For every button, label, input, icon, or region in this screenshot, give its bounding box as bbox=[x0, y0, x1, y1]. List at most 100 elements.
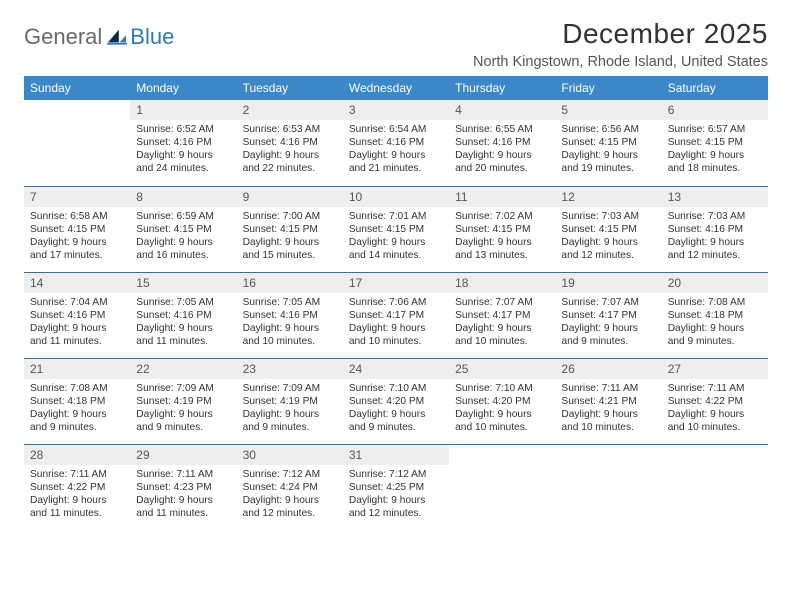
daylight-text: Daylight: 9 hours and 10 minutes. bbox=[243, 322, 337, 348]
sunset-text: Sunset: 4:15 PM bbox=[30, 223, 124, 236]
daylight-text: Daylight: 9 hours and 9 minutes. bbox=[243, 408, 337, 434]
day-details: Sunrise: 6:54 AMSunset: 4:16 PMDaylight:… bbox=[343, 120, 449, 179]
day-number: 25 bbox=[449, 359, 555, 379]
daylight-text: Daylight: 9 hours and 12 minutes. bbox=[349, 494, 443, 520]
calendar-day: 3Sunrise: 6:54 AMSunset: 4:16 PMDaylight… bbox=[343, 100, 449, 186]
calendar-day: . bbox=[662, 444, 768, 530]
calendar-day: 5Sunrise: 6:56 AMSunset: 4:15 PMDaylight… bbox=[555, 100, 661, 186]
calendar-day: 11Sunrise: 7:02 AMSunset: 4:15 PMDayligh… bbox=[449, 186, 555, 272]
daylight-text: Daylight: 9 hours and 12 minutes. bbox=[243, 494, 337, 520]
daylight-text: Daylight: 9 hours and 12 minutes. bbox=[561, 236, 655, 262]
calendar-day: 12Sunrise: 7:03 AMSunset: 4:15 PMDayligh… bbox=[555, 186, 661, 272]
day-number: 31 bbox=[343, 445, 449, 465]
calendar-day: 27Sunrise: 7:11 AMSunset: 4:22 PMDayligh… bbox=[662, 358, 768, 444]
daylight-text: Daylight: 9 hours and 14 minutes. bbox=[349, 236, 443, 262]
calendar-day: 26Sunrise: 7:11 AMSunset: 4:21 PMDayligh… bbox=[555, 358, 661, 444]
day-number: 13 bbox=[662, 187, 768, 207]
daylight-text: Daylight: 9 hours and 9 minutes. bbox=[561, 322, 655, 348]
brand-logo: General Blue bbox=[24, 18, 174, 50]
sunrise-text: Sunrise: 7:10 AM bbox=[349, 382, 443, 395]
day-details: Sunrise: 7:07 AMSunset: 4:17 PMDaylight:… bbox=[449, 293, 555, 352]
calendar-day: 18Sunrise: 7:07 AMSunset: 4:17 PMDayligh… bbox=[449, 272, 555, 358]
daylight-text: Daylight: 9 hours and 10 minutes. bbox=[668, 408, 762, 434]
sunset-text: Sunset: 4:16 PM bbox=[349, 136, 443, 149]
sunrise-text: Sunrise: 7:04 AM bbox=[30, 296, 124, 309]
calendar-day: 1Sunrise: 6:52 AMSunset: 4:16 PMDaylight… bbox=[130, 100, 236, 186]
daylight-text: Daylight: 9 hours and 15 minutes. bbox=[243, 236, 337, 262]
sunset-text: Sunset: 4:15 PM bbox=[349, 223, 443, 236]
calendar-week: 28Sunrise: 7:11 AMSunset: 4:22 PMDayligh… bbox=[24, 444, 768, 530]
day-details: Sunrise: 7:09 AMSunset: 4:19 PMDaylight:… bbox=[130, 379, 236, 438]
sunset-text: Sunset: 4:15 PM bbox=[561, 223, 655, 236]
sunrise-text: Sunrise: 7:09 AM bbox=[136, 382, 230, 395]
day-number: 15 bbox=[130, 273, 236, 293]
sunset-text: Sunset: 4:18 PM bbox=[668, 309, 762, 322]
sunrise-text: Sunrise: 7:03 AM bbox=[561, 210, 655, 223]
day-details: Sunrise: 7:11 AMSunset: 4:23 PMDaylight:… bbox=[130, 465, 236, 524]
daylight-text: Daylight: 9 hours and 10 minutes. bbox=[455, 322, 549, 348]
day-details: Sunrise: 7:01 AMSunset: 4:15 PMDaylight:… bbox=[343, 207, 449, 266]
day-number: 10 bbox=[343, 187, 449, 207]
day-number: 14 bbox=[24, 273, 130, 293]
calendar-day: 24Sunrise: 7:10 AMSunset: 4:20 PMDayligh… bbox=[343, 358, 449, 444]
calendar-day: 9Sunrise: 7:00 AMSunset: 4:15 PMDaylight… bbox=[237, 186, 343, 272]
calendar-body: . 1Sunrise: 6:52 AMSunset: 4:16 PMDayligh… bbox=[24, 100, 768, 530]
day-number: 7 bbox=[24, 187, 130, 207]
sunset-text: Sunset: 4:19 PM bbox=[136, 395, 230, 408]
brand-text-blue: Blue bbox=[130, 24, 174, 50]
sunrise-text: Sunrise: 7:07 AM bbox=[561, 296, 655, 309]
sunrise-text: Sunrise: 7:02 AM bbox=[455, 210, 549, 223]
sunrise-text: Sunrise: 7:08 AM bbox=[668, 296, 762, 309]
sunset-text: Sunset: 4:22 PM bbox=[668, 395, 762, 408]
day-details: Sunrise: 6:52 AMSunset: 4:16 PMDaylight:… bbox=[130, 120, 236, 179]
sunset-text: Sunset: 4:20 PM bbox=[455, 395, 549, 408]
sunrise-text: Sunrise: 6:57 AM bbox=[668, 123, 762, 136]
calendar-day: 17Sunrise: 7:06 AMSunset: 4:17 PMDayligh… bbox=[343, 272, 449, 358]
sunrise-text: Sunrise: 7:07 AM bbox=[455, 296, 549, 309]
sunrise-text: Sunrise: 7:12 AM bbox=[243, 468, 337, 481]
day-details: Sunrise: 7:10 AMSunset: 4:20 PMDaylight:… bbox=[449, 379, 555, 438]
day-number: 18 bbox=[449, 273, 555, 293]
day-number: 23 bbox=[237, 359, 343, 379]
sunrise-text: Sunrise: 6:56 AM bbox=[561, 123, 655, 136]
day-number: 11 bbox=[449, 187, 555, 207]
day-details: Sunrise: 6:55 AMSunset: 4:16 PMDaylight:… bbox=[449, 120, 555, 179]
day-number: 19 bbox=[555, 273, 661, 293]
daylight-text: Daylight: 9 hours and 10 minutes. bbox=[455, 408, 549, 434]
sunrise-text: Sunrise: 7:11 AM bbox=[561, 382, 655, 395]
day-details: Sunrise: 7:09 AMSunset: 4:19 PMDaylight:… bbox=[237, 379, 343, 438]
sunset-text: Sunset: 4:16 PM bbox=[243, 136, 337, 149]
sunrise-text: Sunrise: 7:05 AM bbox=[136, 296, 230, 309]
calendar-page: General Blue December 2025 North Kingsto… bbox=[0, 0, 792, 530]
sunrise-text: Sunrise: 6:53 AM bbox=[243, 123, 337, 136]
calendar-day: 21Sunrise: 7:08 AMSunset: 4:18 PMDayligh… bbox=[24, 358, 130, 444]
sunrise-text: Sunrise: 7:08 AM bbox=[30, 382, 124, 395]
weekday-header: Wednesday bbox=[343, 76, 449, 100]
calendar-day: 13Sunrise: 7:03 AMSunset: 4:16 PMDayligh… bbox=[662, 186, 768, 272]
sunrise-text: Sunrise: 7:09 AM bbox=[243, 382, 337, 395]
calendar-day: . bbox=[449, 444, 555, 530]
sunset-text: Sunset: 4:20 PM bbox=[349, 395, 443, 408]
sunset-text: Sunset: 4:17 PM bbox=[561, 309, 655, 322]
sunrise-text: Sunrise: 7:11 AM bbox=[668, 382, 762, 395]
daylight-text: Daylight: 9 hours and 19 minutes. bbox=[561, 149, 655, 175]
calendar-week: .1Sunrise: 6:52 AMSunset: 4:16 PMDayligh… bbox=[24, 100, 768, 186]
calendar-week: 21Sunrise: 7:08 AMSunset: 4:18 PMDayligh… bbox=[24, 358, 768, 444]
weekday-header: Sunday bbox=[24, 76, 130, 100]
sunset-text: Sunset: 4:15 PM bbox=[136, 223, 230, 236]
sunset-text: Sunset: 4:23 PM bbox=[136, 481, 230, 494]
sunset-text: Sunset: 4:16 PM bbox=[243, 309, 337, 322]
day-details: Sunrise: 6:57 AMSunset: 4:15 PMDaylight:… bbox=[662, 120, 768, 179]
calendar-day: 14Sunrise: 7:04 AMSunset: 4:16 PMDayligh… bbox=[24, 272, 130, 358]
sunrise-text: Sunrise: 7:01 AM bbox=[349, 210, 443, 223]
sunrise-text: Sunrise: 6:55 AM bbox=[455, 123, 549, 136]
calendar-day: 29Sunrise: 7:11 AMSunset: 4:23 PMDayligh… bbox=[130, 444, 236, 530]
title-block: December 2025 North Kingstown, Rhode Isl… bbox=[473, 18, 768, 70]
daylight-text: Daylight: 9 hours and 11 minutes. bbox=[136, 494, 230, 520]
page-header: General Blue December 2025 North Kingsto… bbox=[24, 18, 768, 70]
day-number: 24 bbox=[343, 359, 449, 379]
weekday-header: Saturday bbox=[662, 76, 768, 100]
sunrise-text: Sunrise: 7:10 AM bbox=[455, 382, 549, 395]
sunset-text: Sunset: 4:16 PM bbox=[668, 223, 762, 236]
day-number: 29 bbox=[130, 445, 236, 465]
